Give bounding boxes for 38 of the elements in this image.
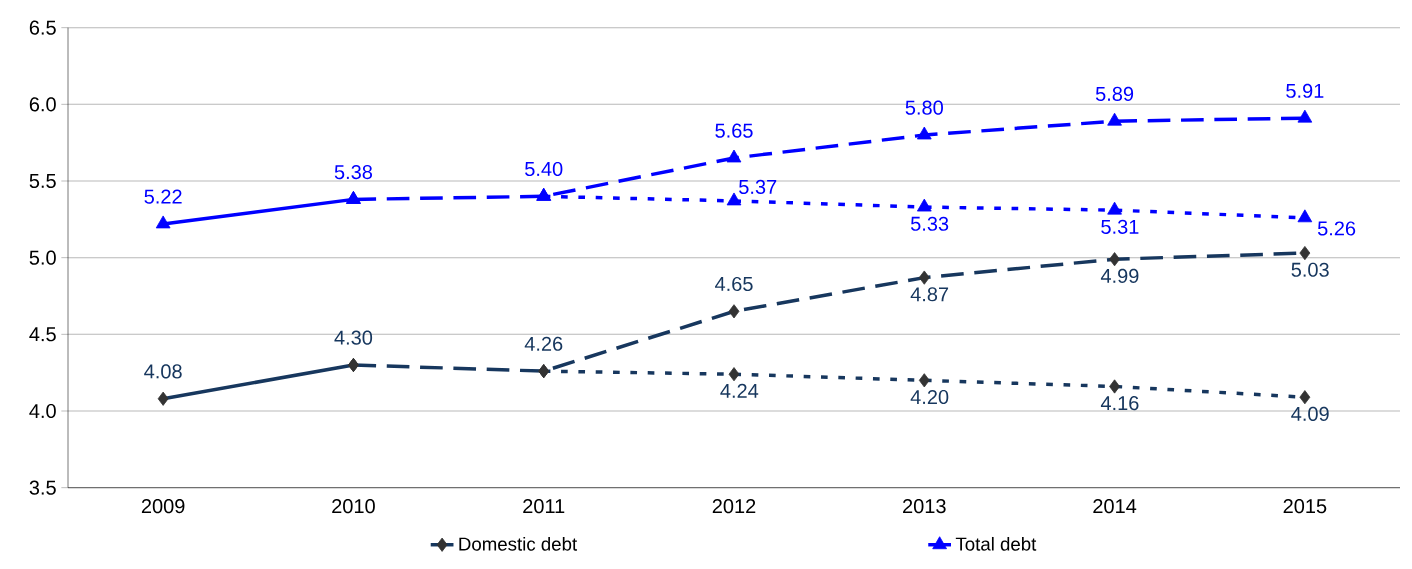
x-tick-label: 2011	[523, 499, 565, 514]
data-label: 5.03	[1291, 262, 1329, 277]
x-tick-label: 2010	[332, 499, 375, 514]
data-label: 4.99	[1100, 268, 1139, 283]
data-label: 5.89	[1095, 86, 1134, 101]
data-label: 5.91	[1286, 83, 1324, 98]
y-tick-label: 5.5	[29, 174, 56, 188]
legend-label: Domestic debt	[459, 536, 578, 551]
data-label: 4.26	[524, 336, 563, 351]
x-tick-label: 2009	[141, 499, 185, 514]
data-label: 4.20	[910, 389, 949, 405]
y-tick-label: 6.5	[29, 20, 56, 35]
data-label: 5.22	[144, 189, 182, 204]
y-tick-label: 4.5	[29, 327, 56, 342]
data-label: 5.31	[1101, 219, 1139, 234]
data-label: 4.87	[910, 287, 949, 302]
x-tick-label: 2014	[1093, 499, 1137, 514]
data-label: 5.26	[1317, 221, 1356, 236]
data-label: 5.38	[334, 164, 373, 180]
data-label: 4.16	[1100, 396, 1139, 411]
x-tick-label: 2015	[1283, 499, 1327, 514]
data-label: 5.65	[715, 123, 753, 138]
data-label: 4.24	[720, 383, 759, 398]
x-tick-label: 2013	[903, 499, 946, 514]
y-tick-label: 3.5	[29, 480, 56, 495]
y-tick-label: 6.0	[29, 97, 56, 112]
data-label: 5.33	[910, 216, 949, 231]
data-label: 4.08	[144, 364, 182, 379]
data-label: 4.65	[715, 276, 753, 292]
x-tick-label: 2012	[712, 499, 756, 514]
data-label: 4.30	[334, 330, 373, 345]
data-label: 5.40	[525, 161, 563, 177]
y-tick-label: 5.0	[29, 250, 56, 265]
data-label: 5.37	[739, 179, 777, 194]
data-label: 4.09	[1291, 406, 1329, 421]
legend-label: Total debt	[955, 536, 1037, 551]
y-tick-label: 4.0	[29, 403, 56, 419]
data-label: 5.80	[905, 100, 943, 115]
